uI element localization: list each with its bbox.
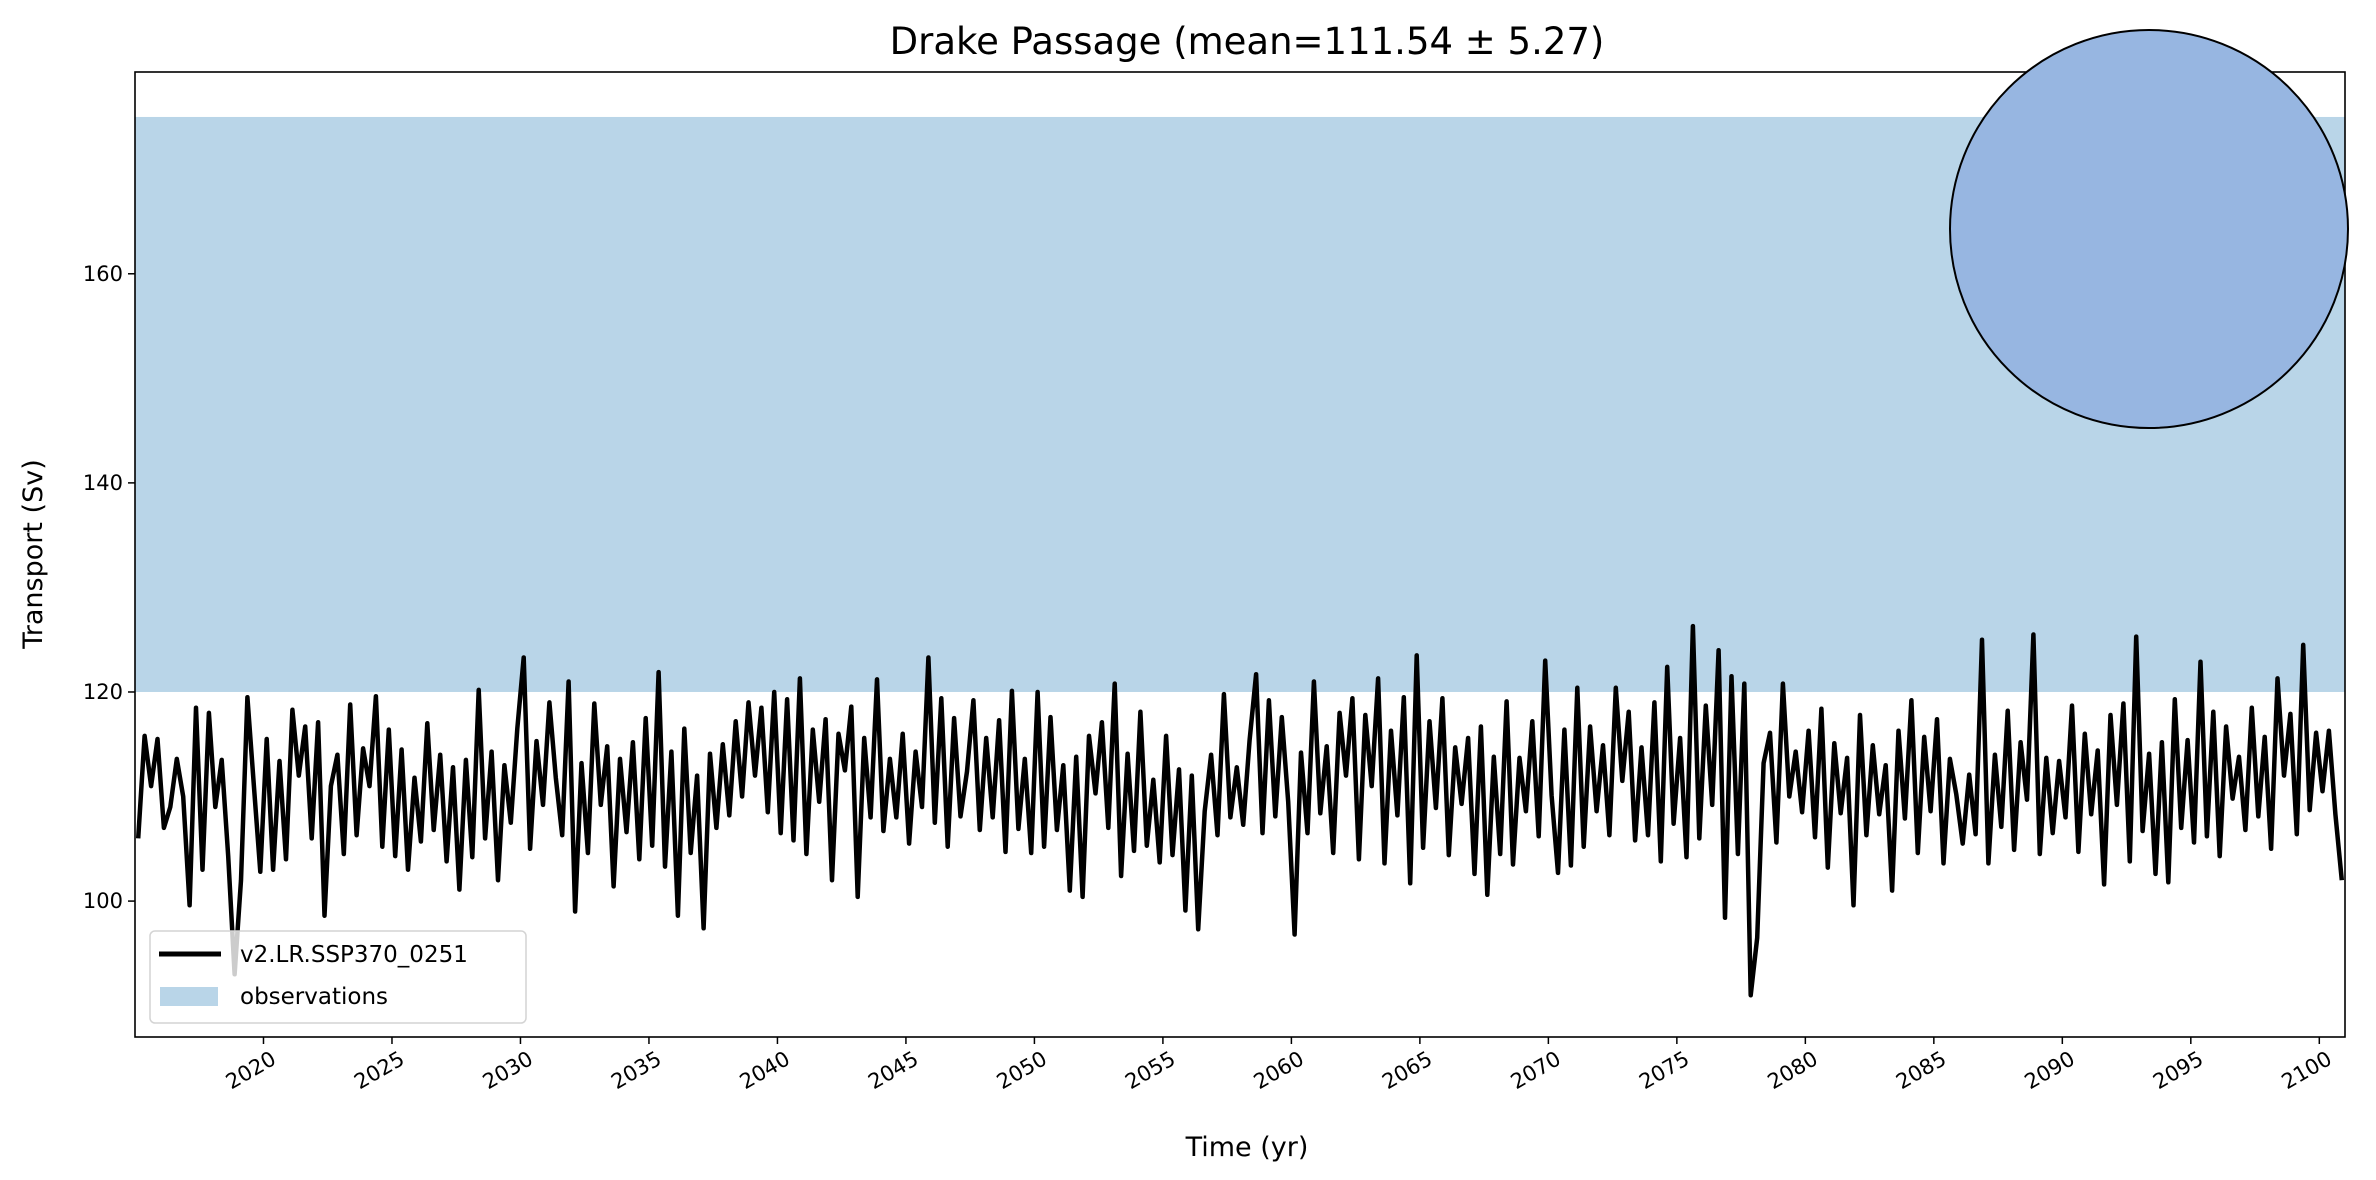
x-tick-label: 2020	[222, 1047, 280, 1095]
x-tick-label: 2065	[1378, 1047, 1436, 1095]
y-tick-label: 100	[83, 889, 123, 913]
x-tick-label: 2060	[1250, 1047, 1308, 1095]
legend-label-observations: observations	[240, 984, 388, 1010]
y-tick-label: 140	[83, 471, 123, 495]
inset-map	[1949, 29, 2349, 429]
x-tick-label: 2085	[1892, 1047, 1950, 1095]
x-tick-label: 2030	[479, 1047, 537, 1095]
legend-patch-swatch	[160, 987, 218, 1006]
x-tick-label: 2095	[2149, 1047, 2207, 1095]
x-axis-label: Time (yr)	[1185, 1132, 1309, 1163]
series-line	[135, 623, 2345, 998]
x-tick-label: 2050	[993, 1047, 1051, 1095]
x-tick-label: 2075	[1635, 1047, 1693, 1095]
y-axis-label: Transport (Sv)	[18, 459, 49, 649]
chart-title: Drake Passage (mean=111.54 ± 5.27)	[890, 20, 1605, 63]
ocean	[1950, 30, 2348, 428]
y-tick-label: 120	[83, 680, 123, 704]
x-tick-label: 2055	[1121, 1047, 1179, 1095]
x-tick-label: 2035	[607, 1047, 665, 1095]
x-tick-label: 2045	[864, 1047, 922, 1095]
x-tick-label: 2090	[2021, 1047, 2079, 1095]
x-tick-label: 2040	[736, 1047, 794, 1095]
y-tick-label: 160	[83, 262, 123, 286]
map-border	[1949, 29, 2349, 429]
legend: v2.LR.SSP370_0251 observations	[149, 930, 527, 1024]
x-tick-label: 2100	[2278, 1047, 2336, 1095]
x-tick-label: 2080	[1764, 1047, 1822, 1095]
legend-box	[149, 930, 527, 1024]
axes-frame	[134, 71, 2346, 1038]
x-tick-label: 2025	[350, 1047, 408, 1095]
legend-label-series: v2.LR.SSP370_0251	[240, 942, 468, 968]
x-tick-label: 2070	[1507, 1047, 1565, 1095]
